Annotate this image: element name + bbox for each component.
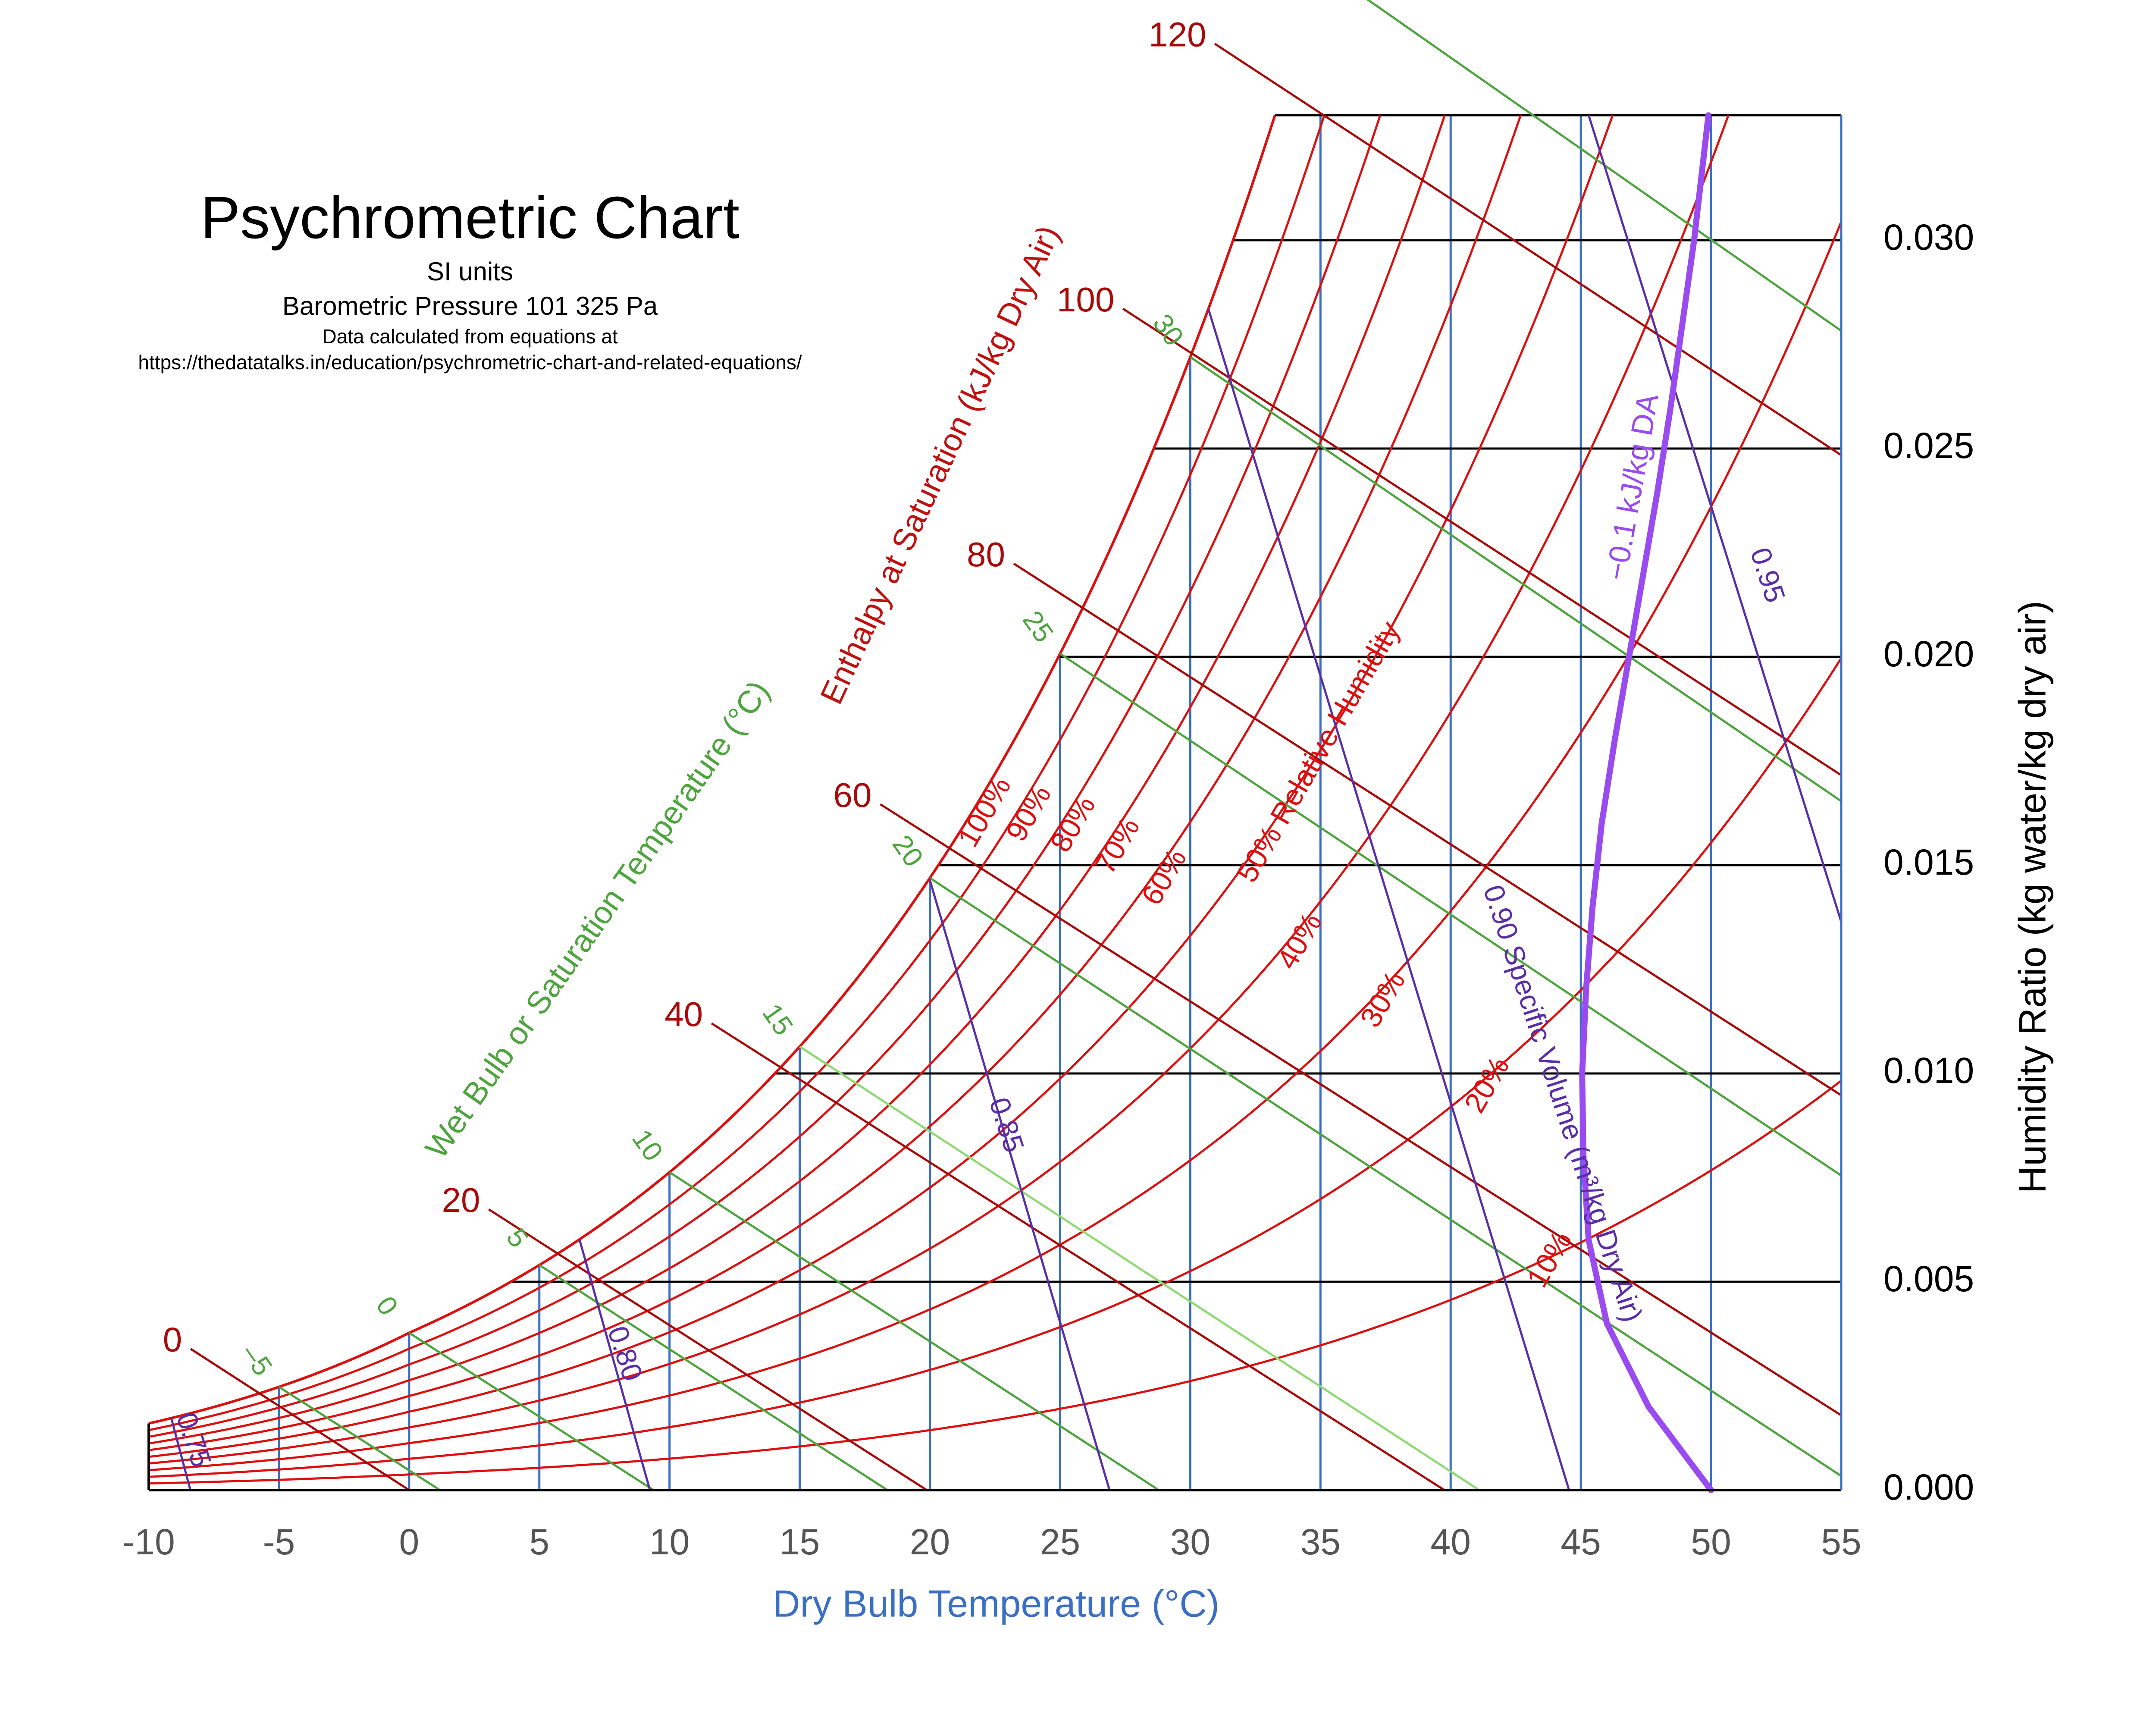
y-tick-label: 0.020 <box>1883 634 1974 674</box>
specific-volume-line-0.75 <box>170 1418 191 1491</box>
wet-bulb-label: 20 <box>887 829 930 872</box>
x-tick-label: 55 <box>1821 1522 1861 1562</box>
wet-bulb-line-15 <box>799 1045 1479 1491</box>
wet-bulb-label: 25 <box>1017 605 1060 648</box>
rh-label-70: 70% <box>1088 812 1146 879</box>
rh-label-20: 20% <box>1458 1051 1516 1118</box>
enthalpy-value-label: 40 <box>664 995 703 1033</box>
x-tick-label: 10 <box>649 1522 689 1562</box>
rh-label-100: 100% <box>951 771 1017 853</box>
specific-volume-line-0.95 <box>1587 115 1843 923</box>
x-tick-label: 50 <box>1691 1522 1731 1562</box>
rh-label-60: 60% <box>1135 843 1193 910</box>
enthalpy-deviation-curve <box>1579 112 1714 1493</box>
enthalpy-deviation-label: −0.1 kJ/kg DA <box>1599 391 1665 583</box>
enthalpy-value-label: 120 <box>1149 16 1206 54</box>
y-tick-label: 0.030 <box>1883 217 1974 257</box>
specific-volume-line-0.8 <box>578 1239 651 1491</box>
wet-bulb-line-0 <box>408 1332 653 1491</box>
enthalpy-line-60 <box>880 803 1842 1416</box>
enthalpy-value-label: 100 <box>1057 280 1114 319</box>
y-axis-title: Humidity Ratio (kg water/kg dry air) <box>2011 601 2053 1193</box>
y-tick-label: 0.025 <box>1883 425 1974 466</box>
wet-bulb-label: 30 <box>1147 308 1190 351</box>
x-tick-label: 25 <box>1040 1522 1080 1562</box>
enthalpy-value-label: 60 <box>834 776 872 814</box>
y-tick-label: 0.010 <box>1883 1050 1974 1091</box>
x-tick-label: 30 <box>1170 1522 1210 1562</box>
x-tick-label: 40 <box>1431 1522 1471 1562</box>
enthalpy-value-label: 20 <box>442 1181 480 1219</box>
rh-curve-100 <box>148 115 1276 1425</box>
pressure-label: Barometric Pressure 101 325 Pa <box>282 292 658 320</box>
rh-curve-60 <box>148 115 1522 1451</box>
specific-volume-label: 0.85 <box>983 1094 1031 1156</box>
wet-bulb-line--5 <box>278 1386 440 1491</box>
x-tick-label: 45 <box>1561 1522 1601 1562</box>
enthalpy-line-40 <box>711 1022 1445 1491</box>
rh-curve-90 <box>148 115 1326 1431</box>
x-tick-label: 15 <box>780 1522 820 1562</box>
y-tick-label: 0.005 <box>1883 1258 1974 1299</box>
specific-volume-label: 0.95 <box>1744 544 1792 606</box>
x-tick-label: -10 <box>122 1522 175 1562</box>
rh-label-30: 30% <box>1354 966 1412 1033</box>
enthalpy-value-label: 80 <box>967 535 1005 574</box>
x-tick-label: 20 <box>910 1522 950 1562</box>
wet-bulb-line-25 <box>1059 653 1842 1177</box>
title-block: Psychrometric Chart SI units Barometric … <box>103 181 837 375</box>
enthalpy-line-120 <box>1214 43 1842 456</box>
enthalpy-line-0 <box>190 1348 410 1491</box>
y-tick-label: 0.000 <box>1883 1467 1974 1507</box>
source-line-1: Data calculated from equations at <box>322 325 618 348</box>
wet-bulb-line-35 <box>1366 0 1842 332</box>
specific-volume-line-0.9 <box>1207 308 1570 1491</box>
units-label: SI units <box>426 257 514 286</box>
source-line-2: https://thedatatalks.in/education/psychr… <box>138 351 802 373</box>
rh-curve-40 <box>148 115 1730 1465</box>
rh-curve-70 <box>148 115 1446 1445</box>
x-tick-label: 35 <box>1300 1522 1341 1562</box>
x-axis-title: Dry Bulb Temperature (°C) <box>773 1582 1219 1625</box>
wet-bulb-label: 15 <box>756 998 799 1041</box>
enthalpy-line-20 <box>488 1208 928 1491</box>
wet-bulb-line-10 <box>669 1171 1159 1491</box>
x-tick-label: 5 <box>529 1522 549 1562</box>
wet-bulb-label: 10 <box>626 1123 669 1167</box>
specific-volume-line-0.85 <box>928 878 1111 1491</box>
enthalpy-value-label: 0 <box>163 1321 182 1359</box>
rh-curve-80 <box>148 115 1382 1438</box>
rh-curve-20 <box>148 657 1843 1478</box>
y-tick-label: 0.015 <box>1883 842 1974 882</box>
enthalpy-line-100 <box>1122 308 1842 776</box>
wet-bulb-axis-label: Wet Bulb or Saturation Temperature (°C) <box>418 674 777 1165</box>
wet-bulb-label: –5 <box>235 1338 279 1381</box>
rh-curve-10 <box>148 1080 1842 1485</box>
x-tick-label: -5 <box>263 1522 295 1562</box>
x-tick-label: 0 <box>399 1522 419 1562</box>
wet-bulb-line-30 <box>1189 356 1842 802</box>
rh-curve-50 <box>148 115 1614 1458</box>
chart-title: Psychrometric Chart <box>201 185 740 251</box>
rh-curve-30 <box>148 221 1843 1472</box>
wet-bulb-label: 0 <box>370 1290 404 1321</box>
wet-bulb-line-20 <box>929 877 1842 1477</box>
enthalpy-line-80 <box>1013 562 1842 1096</box>
